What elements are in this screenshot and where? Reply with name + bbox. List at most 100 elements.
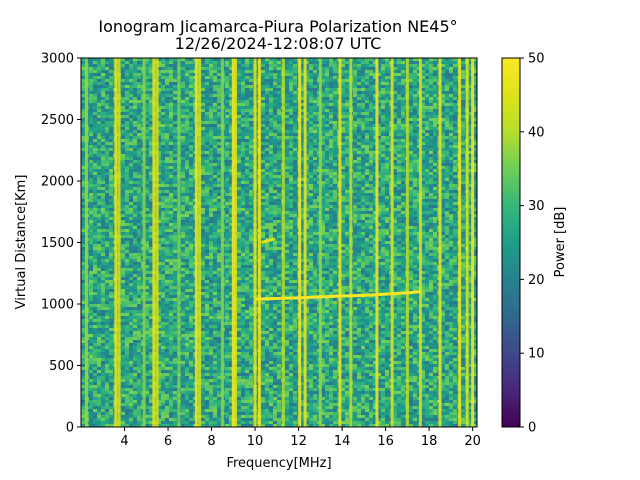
heatmap-cell [181, 232, 185, 235]
heatmap-cell [137, 370, 141, 373]
heatmap-cell [217, 409, 221, 412]
heatmap-cell [89, 265, 93, 268]
heatmap-cell [181, 373, 185, 376]
heatmap-cell [229, 157, 233, 160]
heatmap-cell [89, 61, 93, 64]
heatmap-cell [105, 409, 109, 412]
heatmap-cell [81, 112, 85, 115]
heatmap-cell [209, 421, 213, 424]
heatmap-cell [217, 289, 221, 292]
heatmap-cell [185, 115, 189, 118]
heatmap-cell [161, 157, 165, 160]
heatmap-cell [93, 412, 97, 415]
heatmap-cell [217, 229, 221, 232]
heatmap-cell [201, 235, 205, 238]
heatmap-cell [173, 286, 177, 289]
heatmap-cell [169, 226, 173, 229]
heatmap-cell [145, 274, 149, 277]
heatmap-cell [105, 265, 109, 268]
heatmap-cell [105, 319, 109, 322]
heatmap-cell [225, 271, 229, 274]
heatmap-cell [105, 190, 109, 193]
heatmap-cell [237, 139, 241, 142]
heatmap-cell [149, 382, 153, 385]
heatmap-cell [185, 367, 189, 370]
heatmap-cell [129, 295, 133, 298]
heatmap-cell [133, 421, 137, 424]
heatmap-cell [97, 187, 101, 190]
heatmap-cell [161, 136, 165, 139]
heatmap-cell [201, 85, 205, 88]
heatmap-cell [169, 199, 173, 202]
heatmap-cell [121, 70, 125, 73]
heatmap-cell [121, 283, 125, 286]
heatmap-cell [133, 325, 137, 328]
heatmap-cell [185, 208, 189, 211]
heatmap-cell [125, 190, 129, 193]
heatmap-cell [201, 61, 205, 64]
heatmap-cell [101, 301, 105, 304]
heatmap-cell [205, 340, 209, 343]
heatmap-cell [189, 283, 193, 286]
heatmap-cell [209, 82, 213, 85]
heatmap-cell [169, 76, 173, 79]
heatmap-cell [209, 145, 213, 148]
heatmap-cell [229, 139, 233, 142]
heatmap-cell [145, 295, 149, 298]
heatmap-cell [209, 391, 213, 394]
heatmap-cell [181, 169, 185, 172]
heatmap-cell [137, 73, 141, 76]
heatmap-cell [133, 277, 137, 280]
heatmap-cell [137, 289, 141, 292]
heatmap-cell [145, 409, 149, 412]
heatmap-cell [157, 223, 161, 226]
heatmap-cell [169, 175, 173, 178]
heatmap-cell [101, 226, 105, 229]
heatmap-cell [157, 145, 161, 148]
heatmap-cell [213, 397, 217, 400]
heatmap-cell [157, 184, 161, 187]
heatmap-cell [105, 94, 109, 97]
heatmap-cell [161, 172, 165, 175]
heatmap-cell [81, 274, 85, 277]
heatmap-cell [213, 376, 217, 379]
heatmap-cell [149, 244, 153, 247]
heatmap-cell [209, 223, 213, 226]
heatmap-cell [229, 250, 233, 253]
heatmap-cell [201, 130, 205, 133]
heatmap-cell [125, 406, 129, 409]
heatmap-cell [205, 226, 209, 229]
heatmap-cell [217, 301, 221, 304]
heatmap-cell [173, 265, 177, 268]
heatmap-cell [185, 361, 189, 364]
heatmap-cell [165, 256, 169, 259]
heatmap-cell [169, 79, 173, 82]
heatmap-cell [97, 253, 101, 256]
heatmap-cell [229, 382, 233, 385]
heatmap-cell [185, 61, 189, 64]
heatmap-cell [165, 148, 169, 151]
heatmap-cell [173, 91, 177, 94]
heatmap-cell [201, 412, 205, 415]
heatmap-cell [161, 376, 165, 379]
heatmap-cell [81, 373, 85, 376]
heatmap-cell [93, 229, 97, 232]
heatmap-cell [157, 409, 161, 412]
heatmap-cell [209, 286, 213, 289]
heatmap-cell [97, 109, 101, 112]
heatmap-cell [181, 250, 185, 253]
heatmap-cell [137, 232, 141, 235]
heatmap-cell [137, 334, 141, 337]
heatmap-cell [137, 229, 141, 232]
heatmap-cell [137, 328, 141, 331]
heatmap-cell [213, 262, 217, 265]
heatmap-cell [165, 379, 169, 382]
heatmap-cell [145, 97, 149, 100]
heatmap-cell [229, 217, 233, 220]
heatmap-cell [209, 340, 213, 343]
heatmap-cell [205, 367, 209, 370]
heatmap-cell [93, 214, 97, 217]
heatmap-cell [185, 109, 189, 112]
heatmap-cell [129, 385, 133, 388]
heatmap-cell [189, 142, 193, 145]
